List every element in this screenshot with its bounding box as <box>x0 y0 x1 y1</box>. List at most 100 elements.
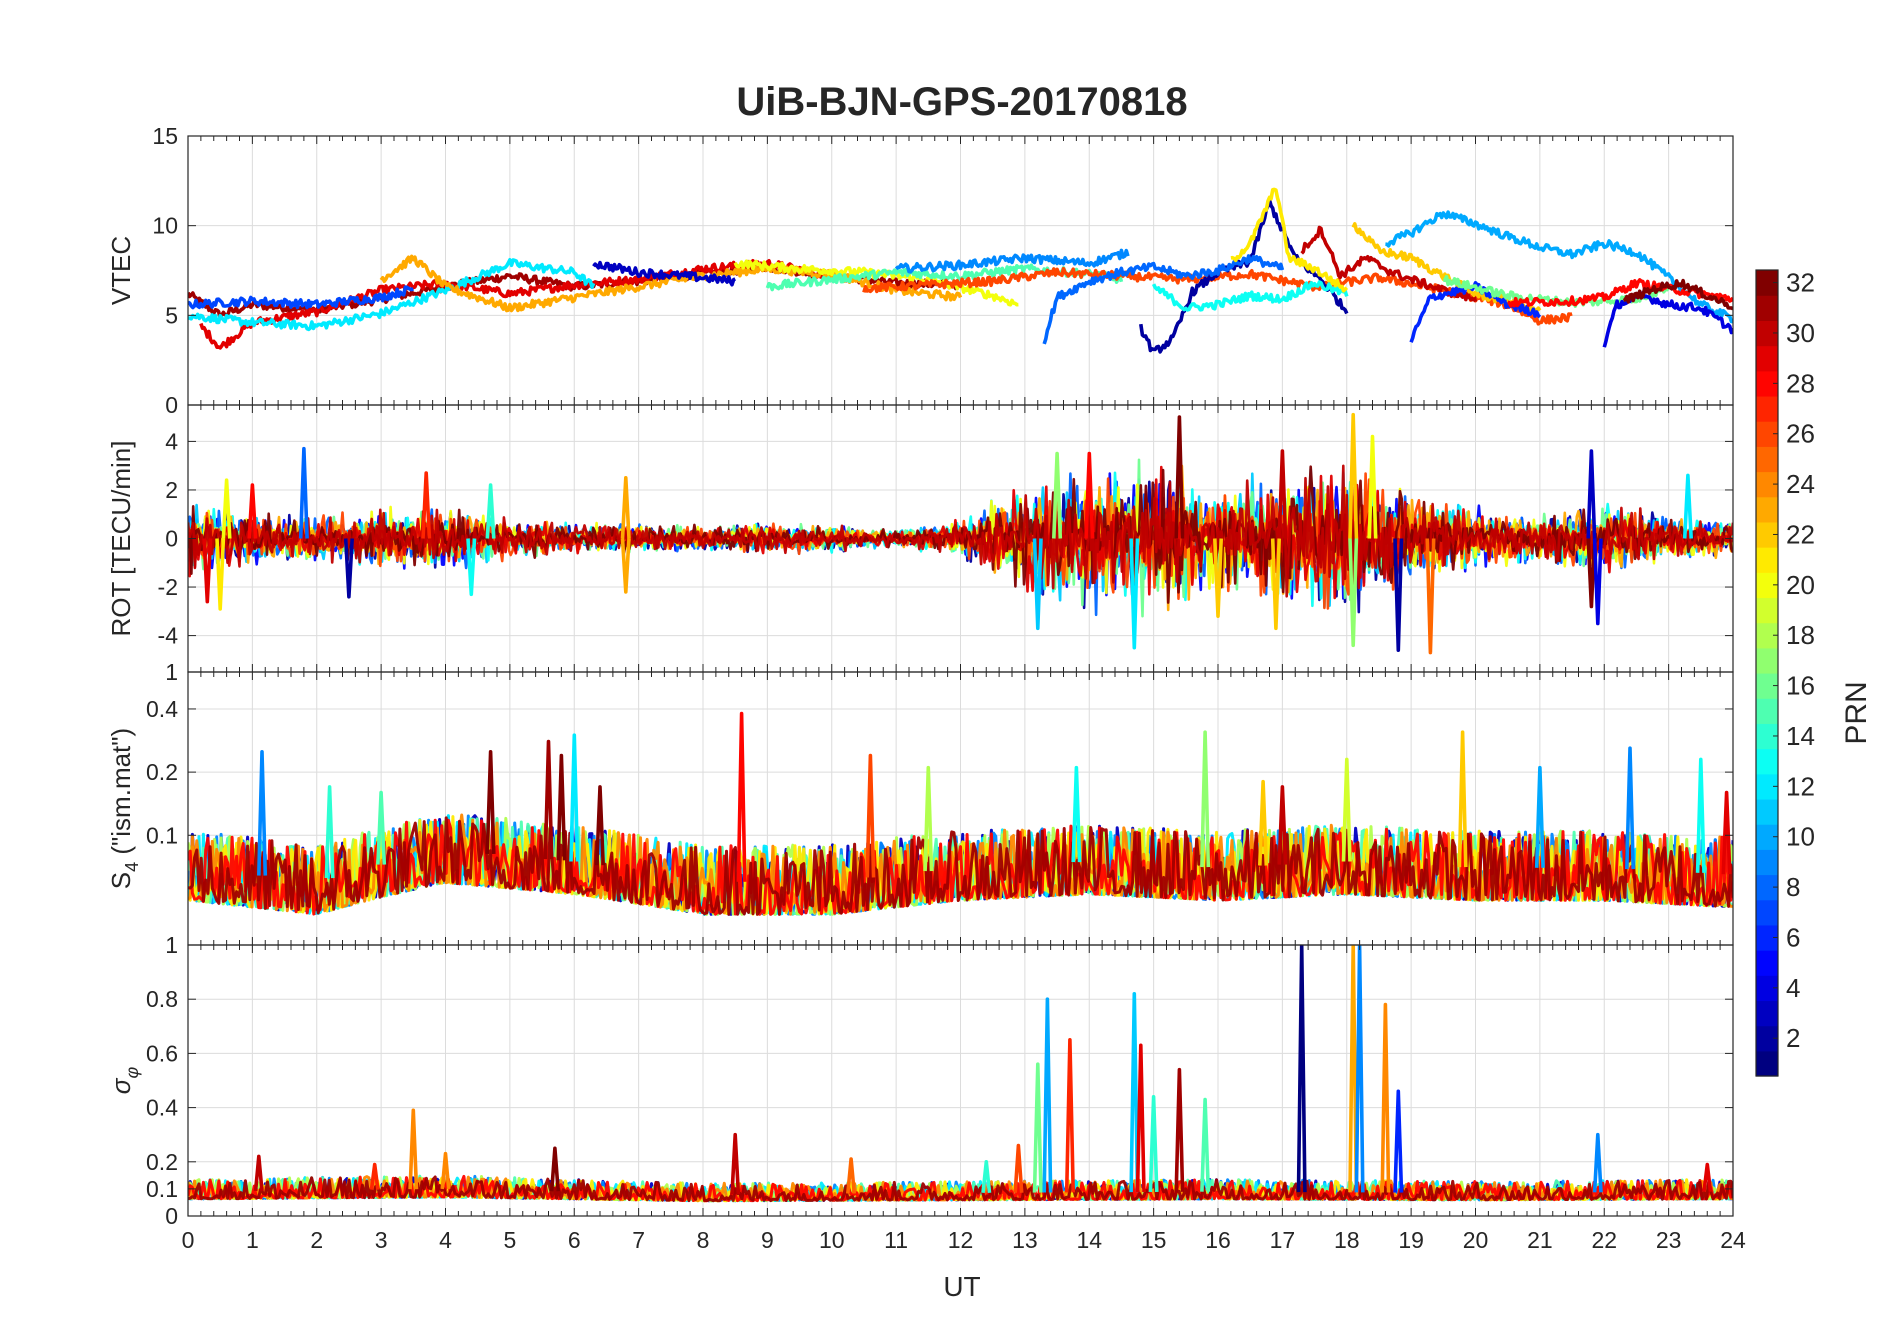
x-tick-label: 1 <box>246 1227 259 1253</box>
colorbar-segment <box>1756 673 1778 699</box>
rot-spike <box>1213 538 1223 618</box>
s4-spike <box>1625 746 1635 870</box>
s4-spike <box>1277 785 1288 865</box>
x-tick-label: 24 <box>1720 1227 1746 1253</box>
colorbar-tick-label: 24 <box>1786 469 1815 499</box>
grid-lines <box>187 672 1734 945</box>
vtec-series-prn-3 <box>592 260 737 287</box>
colorbar-segment <box>1756 899 1778 926</box>
colorbar-segment <box>1756 295 1778 321</box>
s4-spike <box>569 733 580 862</box>
colorbar-segment <box>1756 471 1778 498</box>
rot-spike <box>202 538 213 604</box>
colorbar-segment <box>1756 748 1778 775</box>
vtec-series-prn-13 <box>1151 280 1349 312</box>
x-tick-label: 22 <box>1591 1227 1617 1253</box>
sigma_phi-spike <box>1042 997 1053 1193</box>
sigma_phi-spike <box>1592 1132 1603 1193</box>
s4-spike <box>865 753 876 878</box>
x-tick-label: 10 <box>819 1227 845 1253</box>
colorbar-tick-label: 8 <box>1786 872 1800 902</box>
colorbar-segment <box>1756 824 1778 850</box>
chart-title: UiB-BJN-GPS-20170818 <box>736 80 1187 124</box>
y-axis-label: VTEC <box>106 236 136 305</box>
y-tick-label: 0.2 <box>146 1149 178 1175</box>
x-tick-label: 18 <box>1334 1227 1360 1253</box>
x-minor-ticks <box>187 672 1734 945</box>
colorbar-segment <box>1756 622 1778 649</box>
colorbar-tick-label: 26 <box>1786 419 1815 449</box>
colorbar-tick-label: 2 <box>1786 1023 1800 1053</box>
s4-spike <box>1721 790 1732 875</box>
sigma_phi-spike <box>1380 1002 1391 1193</box>
y-tick-label: 0.1 <box>146 822 178 848</box>
vtec-series-prn-21 <box>1230 187 1349 293</box>
colorbar-tick-label: 16 <box>1786 671 1815 701</box>
x-tick-label: 23 <box>1656 1227 1682 1253</box>
x-tick-labels: 0 1 2 3 4 5 6 7 8 9 10 11 12 13 14 15 16 17 18 19 20 21 22 23 24 <box>182 1227 1746 1253</box>
colorbar-segment <box>1756 597 1778 624</box>
s4-series-prn-31 <box>188 816 1733 916</box>
x-tick-label: 12 <box>948 1227 974 1253</box>
rot-spike <box>1393 538 1404 652</box>
vtec-series-prn-9 <box>894 248 1130 274</box>
colorbar-tick-label: 14 <box>1786 721 1815 751</box>
s4-spike <box>736 711 747 882</box>
x-tick-label: 15 <box>1141 1227 1167 1253</box>
x-tick-label: 14 <box>1076 1227 1102 1253</box>
vtec-series-prn-32 <box>1622 278 1733 311</box>
sigma_phi-spike <box>730 1132 741 1195</box>
rot-spike <box>1367 434 1378 539</box>
sigma_phi-spike <box>440 1151 451 1190</box>
rot-spike <box>421 471 432 539</box>
rot-spike <box>1277 449 1288 539</box>
vtec-series-prn-8 <box>1042 254 1285 345</box>
colorbar-segment <box>1756 395 1778 422</box>
s4-spike <box>1534 765 1545 868</box>
colorbar-segment <box>1756 924 1778 951</box>
rot-spike <box>466 538 477 597</box>
colorbar-segment <box>1756 723 1778 750</box>
colorbar-tick-label: 12 <box>1786 771 1815 801</box>
rot-spike <box>1586 538 1597 609</box>
s4-spike <box>1071 765 1082 863</box>
x-tick-label: 5 <box>503 1227 516 1253</box>
s4-spike <box>376 790 387 865</box>
sigma_phi-spike <box>1393 1089 1404 1193</box>
x-tick-label: 9 <box>761 1227 774 1253</box>
colorbar-tick-label: 18 <box>1786 620 1815 650</box>
grid-lines <box>187 135 1734 406</box>
colorbar-tick-label: 30 <box>1786 318 1815 348</box>
x-minor-ticks <box>187 136 1734 405</box>
colorbar-segment <box>1756 698 1778 724</box>
plot-area <box>188 711 1733 916</box>
colorbar-segment <box>1756 950 1778 976</box>
colorbar-segment <box>1756 874 1778 901</box>
rot-series-prn-30 <box>188 464 1733 598</box>
y-tick-label: 4 <box>165 428 178 454</box>
sigma_phi-spike <box>1354 945 1365 1193</box>
colorbar-segment <box>1756 345 1778 372</box>
colorbar-segment <box>1756 421 1778 447</box>
y-tick-label: 0 <box>165 526 178 552</box>
colorbar-tick-label: 6 <box>1786 922 1800 952</box>
x-tick-label: 2 <box>310 1227 323 1253</box>
x-tick-label: 16 <box>1205 1227 1231 1253</box>
s4-spike <box>1695 757 1706 873</box>
colorbar-segment <box>1756 446 1778 473</box>
y-tick-label: -2 <box>158 574 178 600</box>
x-tick-label: 13 <box>1012 1227 1038 1253</box>
colorbar-segment <box>1756 975 1778 1002</box>
y-axis-label: S4 ("ism.mat") <box>106 728 142 889</box>
colorbar-segment <box>1756 521 1778 548</box>
sigma_phi-spike <box>369 1162 380 1190</box>
x-axis-label: UT <box>943 1271 980 1302</box>
panel-rot: -4 -2 0 2 4 ROT [TECU/min] <box>106 404 1734 673</box>
y-tick-label: 0.4 <box>146 696 178 722</box>
sigma_phi-spike <box>1064 1038 1075 1193</box>
rot-spike <box>215 538 226 611</box>
colorbar-tick-label: 10 <box>1786 822 1815 852</box>
